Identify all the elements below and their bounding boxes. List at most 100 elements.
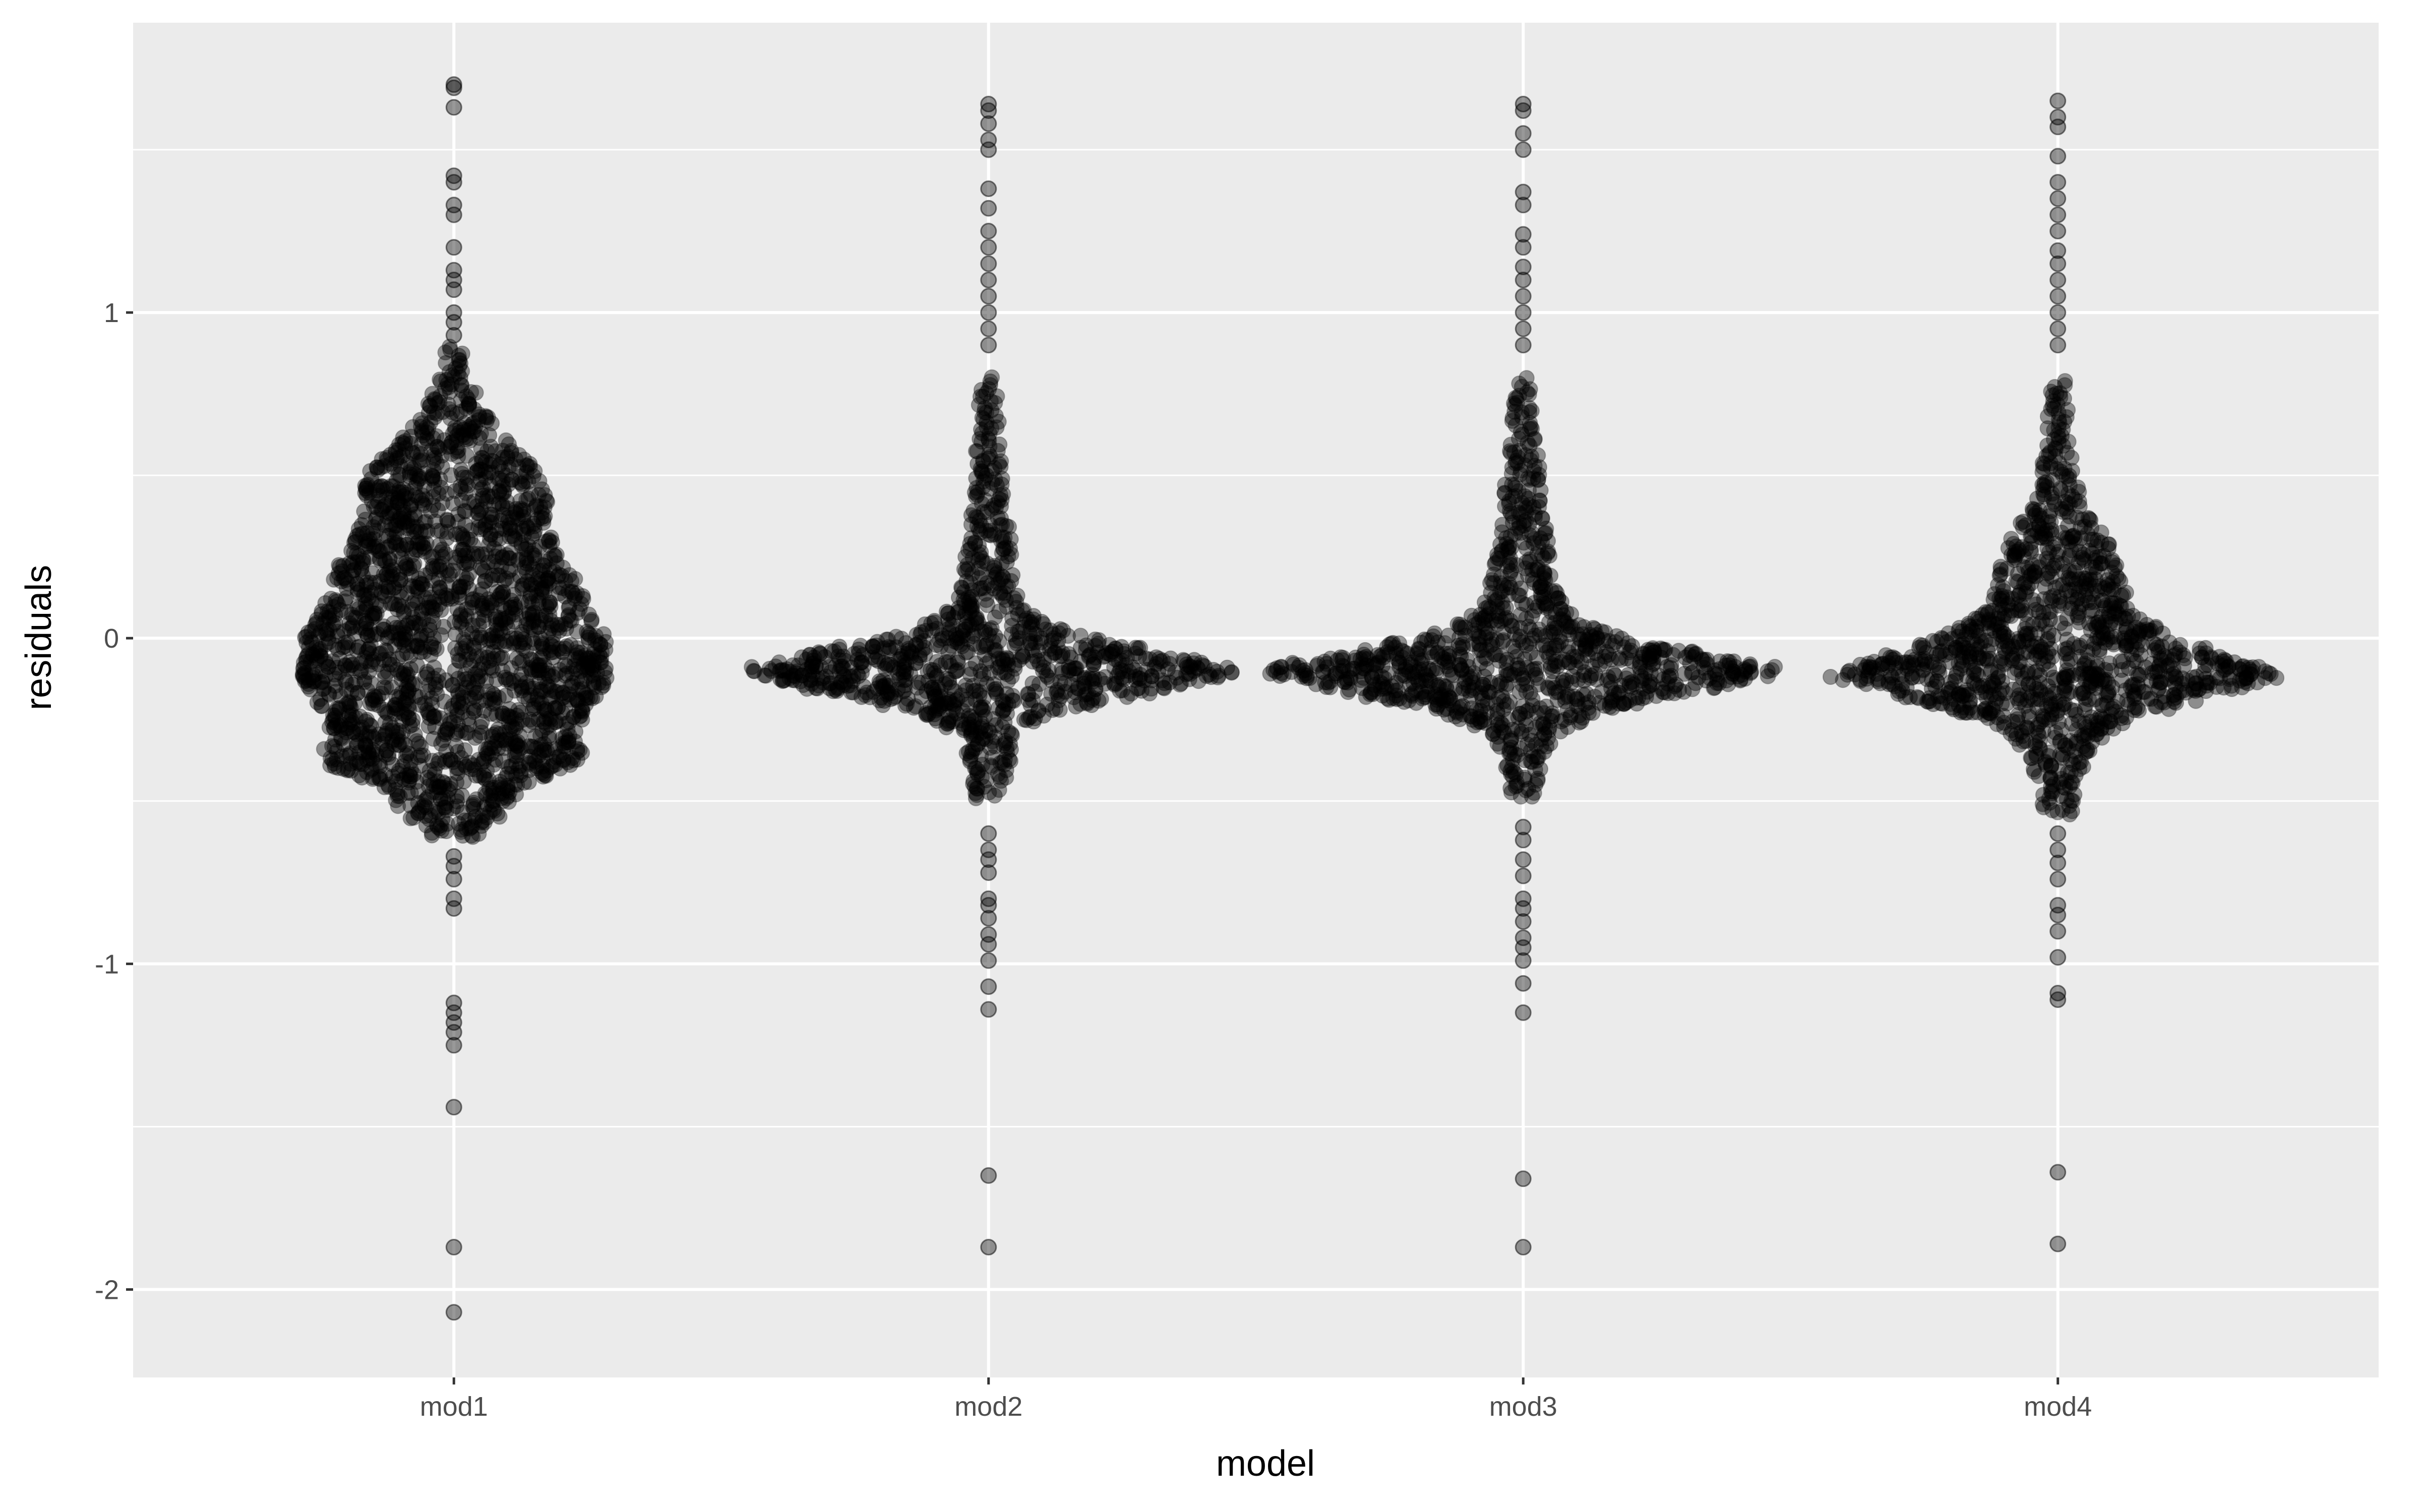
data-point [454,804,471,821]
data-point [482,787,499,804]
outlier-point [980,320,997,337]
data-point [2211,649,2228,665]
data-point [410,805,427,822]
data-point [466,761,483,778]
data-point [433,817,449,834]
data-point [396,771,412,787]
data-point [1219,659,1236,676]
data-point [2192,641,2208,657]
data-point [326,755,342,772]
data-point [335,761,352,777]
data-point [501,793,517,810]
data-point [464,818,480,835]
data-point [478,787,495,803]
data-point [425,776,442,793]
outlier-point [445,1099,462,1116]
outlier-point [980,910,997,927]
data-point [1656,642,1672,659]
data-point [454,828,471,844]
data-point [562,757,579,773]
data-point [390,765,406,782]
data-point [1052,621,1068,638]
data-point [1822,669,1839,685]
data-point [492,777,509,793]
minor-gridlines [133,149,2379,1127]
data-point [358,764,375,780]
data-point [498,432,514,449]
data-point [485,792,501,809]
outlier-point [980,304,997,321]
outlier-point [1515,1004,1532,1021]
data-point [431,820,448,837]
data-point [442,776,459,792]
data-point [1391,635,1408,652]
data-point [495,793,511,809]
data-point [417,808,434,824]
data-point [402,797,418,814]
data-point [534,758,551,775]
data-point [555,752,572,769]
data-point [1767,659,1783,675]
data-point [388,792,404,808]
data-point [538,762,555,779]
data-point [526,752,542,769]
outlier-point [445,281,462,298]
data-point [486,757,502,773]
data-point [473,755,490,772]
data-point [499,790,515,806]
data-point [476,814,493,831]
data-point [464,798,481,814]
data-point [429,818,446,835]
data-point [473,817,490,834]
data-point [485,801,502,817]
data-point [365,771,381,787]
outlier-point [980,864,997,881]
data-point [501,784,518,800]
outlier-point [1515,851,1532,868]
data-point [440,789,456,806]
data-point [429,816,445,833]
data-point [535,768,552,785]
data-point [342,755,358,772]
data-point [354,756,371,773]
data-point [504,765,520,782]
data-point [433,790,449,807]
data-point [463,761,479,777]
data-point [384,769,401,785]
data-point [501,701,518,717]
data-point [510,761,527,777]
outlier-point [980,288,997,305]
data-point [376,779,393,795]
data-point [402,753,419,770]
data-point [387,773,404,790]
data-point [330,760,346,776]
data-point [420,789,436,805]
data-point [744,659,760,675]
data-point [1742,656,1759,673]
data-point [1721,654,1738,670]
data-point [521,755,537,772]
data-point [480,772,497,788]
outlier-point [1515,125,1532,142]
data-point [339,762,356,779]
data-point [405,809,422,826]
data-point [456,773,472,790]
outlier-point [1515,320,1532,337]
data-point [435,774,451,790]
data-point [454,787,470,804]
outlier-point [1515,1170,1532,1187]
outlier-point [980,1167,997,1184]
data-point [486,802,503,819]
data-point [427,761,443,777]
data-point [418,791,435,807]
data-point [411,803,428,820]
data-point [453,749,469,766]
outlier-point [980,255,997,272]
data-point [522,748,538,765]
outlier-point [980,825,997,842]
data-point [478,796,495,812]
data-point [432,778,449,795]
data-point [403,785,419,801]
data-point [1887,650,1903,667]
data-point [450,760,466,777]
